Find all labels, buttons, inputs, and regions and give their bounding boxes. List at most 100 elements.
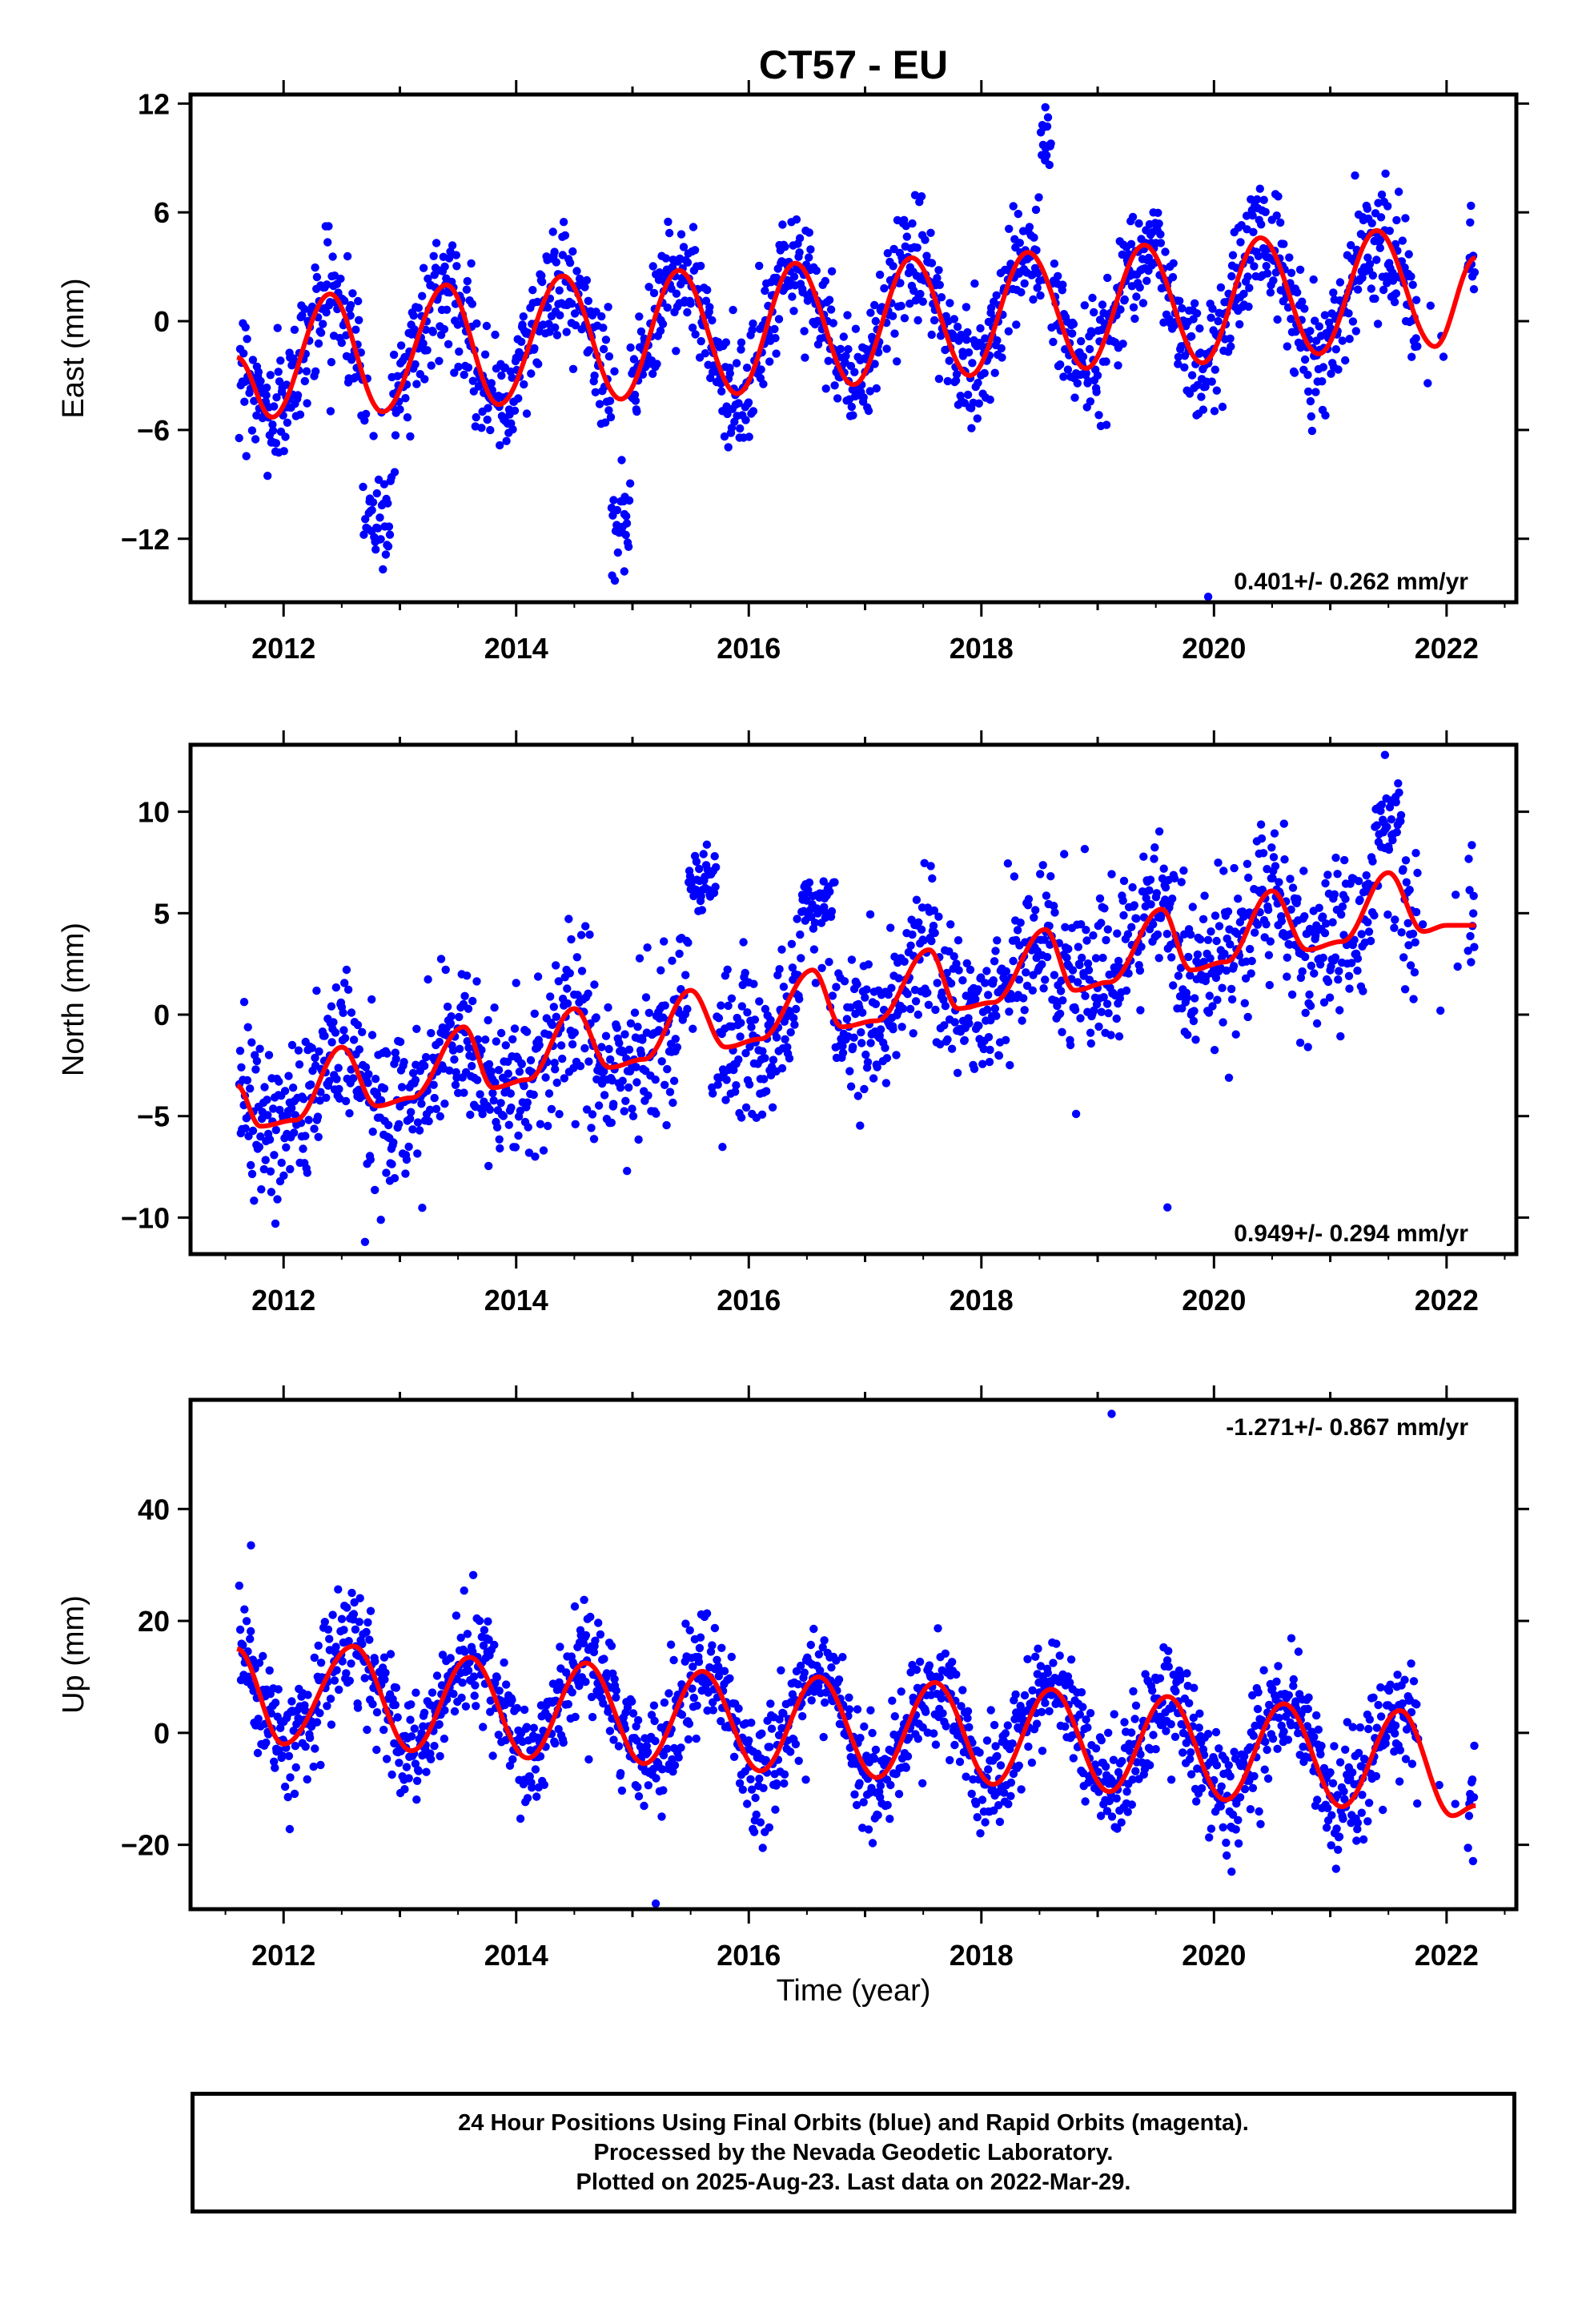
data-point — [1235, 1793, 1245, 1802]
data-point — [588, 1712, 597, 1722]
data-point — [1383, 202, 1392, 211]
data-point — [487, 379, 496, 388]
data-point — [463, 1630, 472, 1638]
data-point — [501, 1041, 510, 1050]
data-point — [842, 1015, 852, 1023]
data-point — [311, 367, 320, 376]
data-point — [1091, 954, 1101, 963]
data-point — [1082, 926, 1090, 935]
data-point — [1102, 935, 1110, 945]
data-point — [1260, 1765, 1269, 1774]
data-point — [328, 1610, 337, 1619]
data-point — [1027, 1758, 1037, 1767]
data-point — [565, 969, 574, 978]
data-point — [273, 324, 282, 332]
data-point — [990, 1720, 999, 1730]
data-point — [424, 1116, 433, 1126]
data-point — [1287, 268, 1296, 277]
data-point — [1223, 1851, 1231, 1860]
data-point — [902, 232, 912, 241]
data-point — [954, 966, 963, 975]
data-point — [1208, 304, 1217, 313]
data-point — [329, 1018, 338, 1027]
data-point — [761, 1755, 770, 1765]
data-point — [255, 1659, 264, 1667]
data-point — [407, 1700, 416, 1709]
data-point — [1060, 850, 1069, 858]
data-point — [1216, 283, 1226, 292]
data-point — [1227, 271, 1236, 281]
data-point — [683, 308, 692, 317]
data-point — [1193, 380, 1203, 389]
data-point — [969, 1775, 978, 1784]
data-point — [871, 316, 881, 326]
data-point — [323, 1702, 331, 1711]
data-point — [612, 505, 622, 515]
data-point — [469, 1672, 479, 1681]
data-point — [1045, 160, 1054, 170]
data-point — [254, 368, 263, 376]
data-point — [368, 498, 378, 507]
data-point — [345, 1676, 354, 1685]
data-point — [1295, 265, 1305, 274]
data-point — [353, 1703, 363, 1712]
data-point — [1063, 365, 1073, 374]
data-point — [1149, 1731, 1158, 1739]
data-point — [304, 1116, 313, 1124]
data-point — [881, 1043, 889, 1052]
data-point — [812, 266, 821, 275]
data-point — [1268, 1735, 1278, 1743]
data-point — [852, 1800, 861, 1810]
data-point — [1307, 961, 1316, 971]
data-point — [1138, 299, 1148, 308]
data-point — [1028, 986, 1038, 995]
data-point — [1466, 218, 1475, 227]
data-point — [412, 1688, 420, 1697]
data-point — [1247, 956, 1256, 966]
data-point — [331, 1642, 340, 1651]
data-point — [250, 1196, 259, 1205]
data-point — [327, 358, 336, 367]
data-point — [1354, 877, 1363, 886]
data-point — [444, 340, 453, 348]
data-point — [391, 1048, 400, 1057]
data-point — [361, 1063, 371, 1072]
data-point — [727, 994, 737, 1003]
data-point — [1094, 1022, 1103, 1031]
data-point — [1263, 1745, 1271, 1755]
data-point — [1336, 1031, 1345, 1041]
data-point — [343, 251, 352, 261]
data-point — [444, 254, 454, 263]
data-point — [371, 1185, 379, 1195]
data-point — [928, 874, 937, 883]
data-point — [622, 519, 632, 528]
data-point — [359, 530, 368, 539]
data-point — [777, 1063, 787, 1073]
data-point — [628, 1697, 636, 1706]
data-point — [767, 1724, 777, 1733]
data-point — [286, 1773, 295, 1782]
data-point — [1211, 911, 1220, 920]
data-point — [261, 1156, 270, 1164]
data-point — [876, 1781, 885, 1790]
data-point — [1222, 1838, 1231, 1848]
data-point — [752, 1810, 761, 1819]
data-point — [649, 1701, 659, 1710]
data-point — [624, 1045, 634, 1054]
data-point — [472, 977, 481, 986]
data-point — [1298, 297, 1307, 306]
data-point — [1004, 1799, 1013, 1808]
data-point — [1118, 1757, 1126, 1766]
data-point — [235, 1047, 245, 1055]
data-point — [468, 1052, 477, 1061]
data-point — [836, 344, 845, 353]
data-point — [1391, 915, 1399, 924]
data-point — [1218, 983, 1227, 992]
data-point — [1253, 1704, 1263, 1714]
data-point — [789, 272, 799, 281]
data-point — [415, 1126, 424, 1135]
data-point — [703, 285, 712, 295]
data-point — [1269, 853, 1279, 862]
data-point — [435, 1720, 444, 1729]
